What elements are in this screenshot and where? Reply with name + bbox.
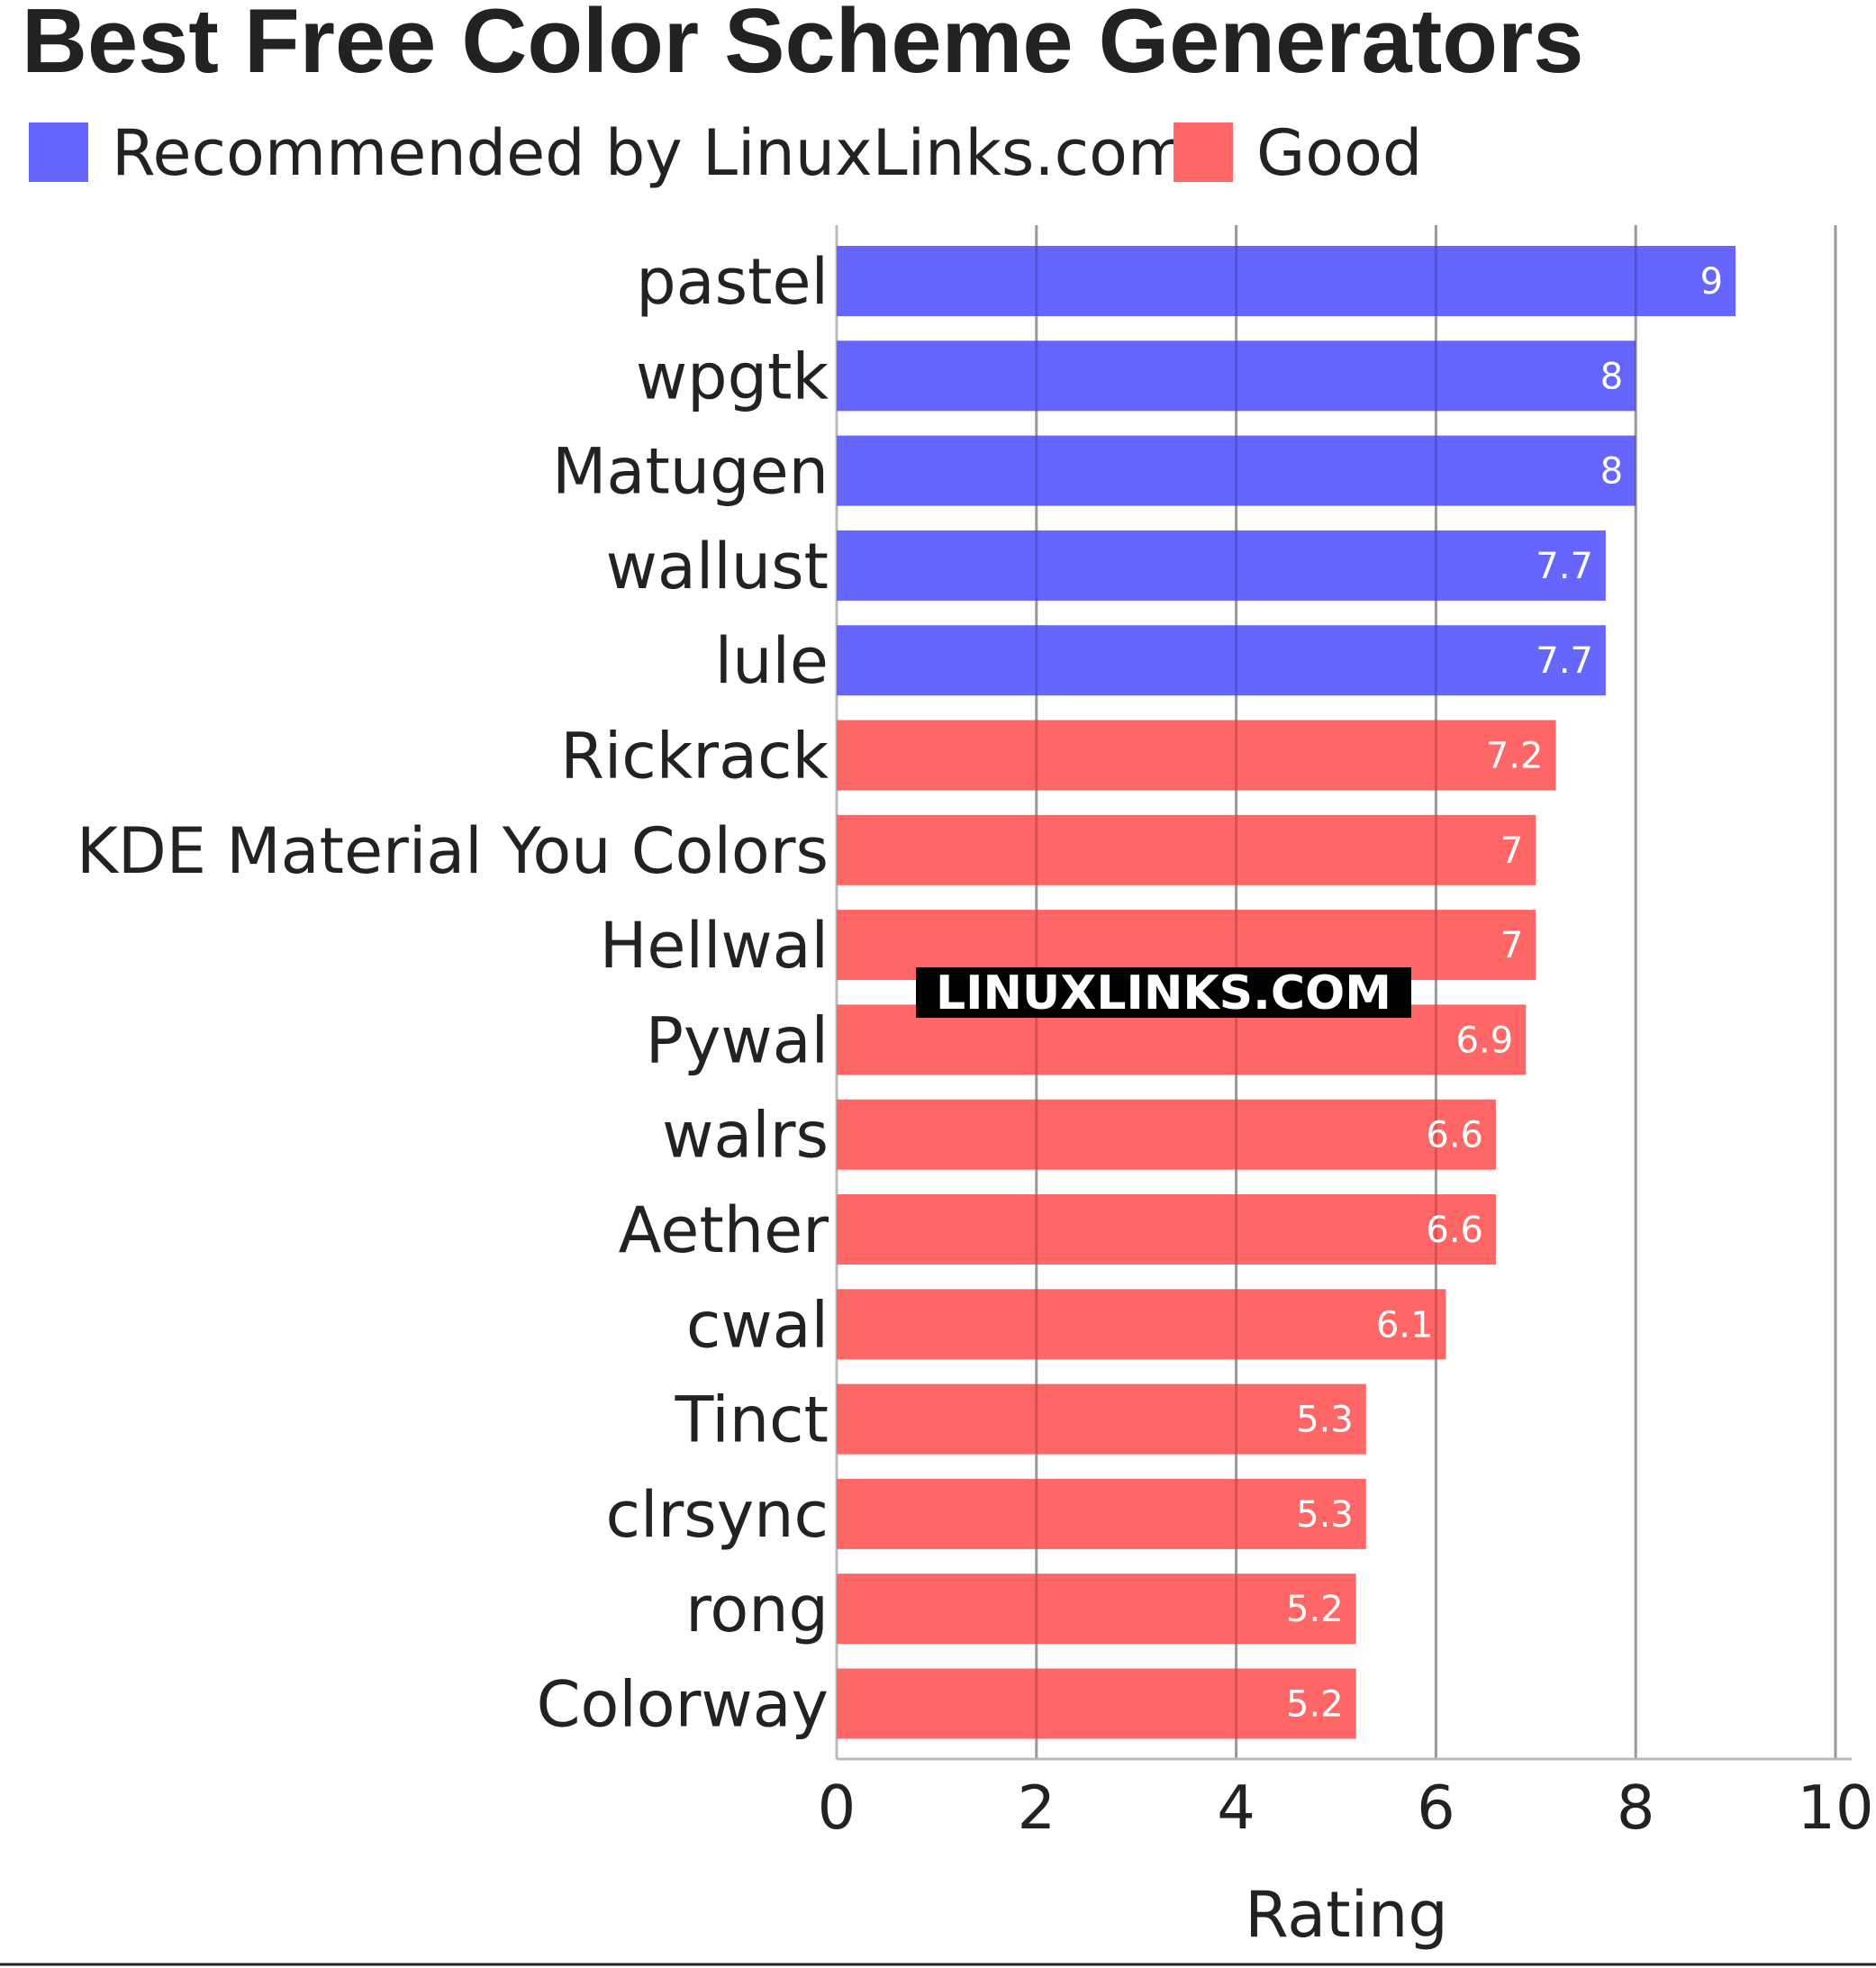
x-axis-ticks: 0 2 4 6 8 10 xyxy=(818,1773,1874,1843)
category-label: Rickrack xyxy=(560,720,829,794)
watermark-text: LINUXLINKS.COM xyxy=(936,966,1391,1020)
bar xyxy=(837,1099,1496,1170)
x-tick-label: 10 xyxy=(1797,1773,1873,1843)
value-label: 6.6 xyxy=(1426,1115,1483,1156)
bar xyxy=(837,1194,1496,1265)
legend-swatch-recommended xyxy=(29,122,88,182)
category-label: Matugen xyxy=(552,435,829,509)
bar xyxy=(837,625,1606,696)
bar xyxy=(837,435,1636,506)
watermark: LINUXLINKS.COM xyxy=(916,966,1411,1020)
category-label: wallust xyxy=(606,530,829,603)
category-label: pastel xyxy=(636,245,829,319)
bar xyxy=(837,1383,1366,1455)
x-tick-label: 0 xyxy=(818,1773,856,1843)
category-label: Pywal xyxy=(646,1003,829,1077)
bar xyxy=(837,814,1536,885)
bar xyxy=(837,1668,1356,1739)
bar xyxy=(837,1478,1366,1549)
value-label: 7.7 xyxy=(1536,640,1593,682)
value-label: 7.2 xyxy=(1486,736,1544,777)
x-axis-title: Rating xyxy=(1245,1878,1448,1952)
bar xyxy=(837,530,1606,601)
x-tick-label: 8 xyxy=(1617,1773,1655,1843)
category-label: wpgtk xyxy=(636,340,829,413)
value-label: 9 xyxy=(1700,261,1723,303)
value-label: 8 xyxy=(1600,356,1623,397)
x-tick-label: 2 xyxy=(1017,1773,1056,1843)
value-label: 6.9 xyxy=(1456,1020,1514,1061)
category-labels: pastel wpgtk Matugen wallust lule Rickrack KDE… xyxy=(77,245,829,1742)
legend-swatch-good xyxy=(1174,122,1233,182)
category-label: Hellwal xyxy=(600,909,829,983)
bar xyxy=(837,720,1556,791)
category-label: KDE Material You Colors xyxy=(77,814,829,888)
legend-label-good: Good xyxy=(1256,116,1422,190)
value-label: 7.7 xyxy=(1536,546,1593,587)
x-tick-label: 6 xyxy=(1417,1773,1455,1843)
category-label: cwal xyxy=(686,1288,829,1362)
bar xyxy=(837,1289,1446,1360)
value-label: 6.1 xyxy=(1376,1304,1434,1346)
value-label: 8 xyxy=(1600,451,1623,493)
bar xyxy=(837,340,1636,412)
category-label: lule xyxy=(715,624,829,698)
category-label: clrsync xyxy=(606,1478,829,1552)
value-label: 5.2 xyxy=(1286,1684,1344,1726)
bar xyxy=(837,246,1736,316)
x-tick-label: 4 xyxy=(1217,1773,1255,1843)
value-label: 7 xyxy=(1500,925,1523,966)
bars xyxy=(837,246,1736,1739)
category-label: Aether xyxy=(619,1193,829,1267)
value-label: 7 xyxy=(1500,830,1523,872)
legend: Recommended by LinuxLinks.com Good xyxy=(29,116,1422,190)
legend-label-recommended: Recommended by LinuxLinks.com xyxy=(112,116,1189,190)
category-label: Tinct xyxy=(675,1383,829,1457)
value-labels: 9 8 8 7.7 7.7 7.2 7 7 6.9 6.6 6.6 6.1 5.3 5.3 5.2 5.2 xyxy=(1286,261,1723,1726)
category-label: walrs xyxy=(662,1099,829,1173)
value-label: 5.3 xyxy=(1296,1494,1354,1536)
category-label: Colorway xyxy=(537,1668,829,1742)
value-label: 6.6 xyxy=(1426,1210,1483,1251)
bar xyxy=(837,1573,1356,1645)
watermark-background xyxy=(916,967,1411,1018)
value-label: 5.3 xyxy=(1296,1400,1354,1441)
category-label: rong xyxy=(685,1573,829,1646)
chart-title: Best Free Color Scheme Generators xyxy=(22,0,1583,92)
value-label: 5.2 xyxy=(1286,1589,1344,1630)
